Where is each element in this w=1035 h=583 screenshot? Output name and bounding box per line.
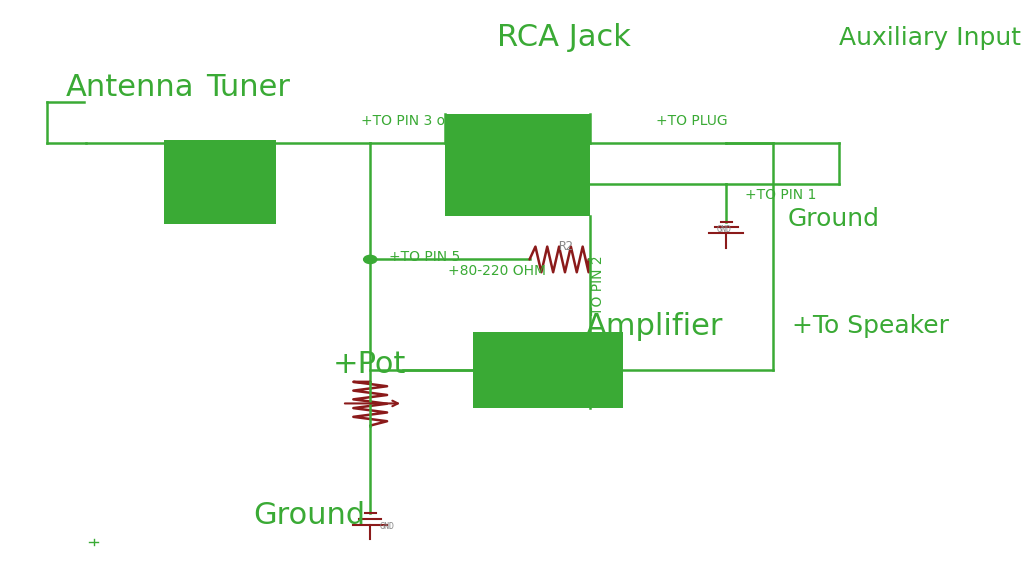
Text: R2: R2 — [559, 240, 573, 252]
Text: Ground: Ground — [253, 501, 365, 531]
FancyBboxPatch shape — [445, 114, 590, 216]
Text: +Pot: +Pot — [332, 350, 406, 379]
Text: +To Speaker: +To Speaker — [792, 314, 949, 339]
Text: RCA Jack: RCA Jack — [497, 23, 630, 52]
Circle shape — [363, 255, 377, 264]
Text: Auxiliary Input: Auxiliary Input — [838, 26, 1021, 50]
Text: GND: GND — [380, 522, 394, 531]
Text: +80-220 OHM: +80-220 OHM — [448, 264, 546, 278]
FancyBboxPatch shape — [164, 140, 276, 224]
Text: +TO PLUG: +TO PLUG — [656, 114, 728, 128]
Text: Amplifier: Amplifier — [586, 312, 723, 341]
Text: +TO PIN 1: +TO PIN 1 — [745, 188, 817, 202]
Text: +TO PIN 5: +TO PIN 5 — [389, 250, 461, 264]
Text: TO PIN 2: TO PIN 2 — [591, 256, 604, 315]
Text: GND: GND — [717, 224, 732, 234]
FancyBboxPatch shape — [473, 332, 623, 408]
Text: Tuner: Tuner — [206, 73, 290, 102]
Text: +TO PIN 3 or 4: +TO PIN 3 or 4 — [361, 114, 464, 128]
Text: Ground: Ground — [788, 206, 880, 231]
Text: Antenna: Antenna — [65, 73, 195, 102]
